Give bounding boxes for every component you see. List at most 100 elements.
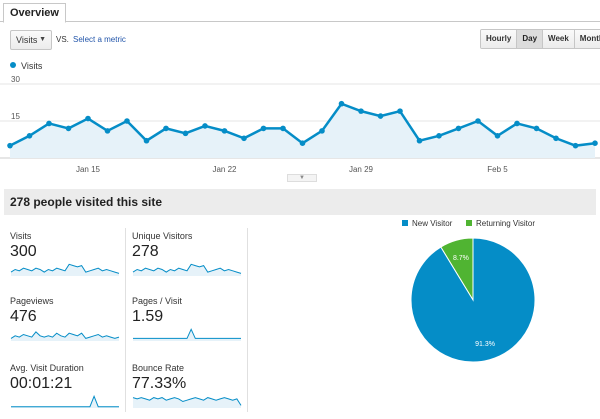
metric-label: Pageviews [10,296,54,306]
data-point[interactable] [7,142,13,149]
sparkline-line [10,331,120,339]
data-point[interactable] [104,128,111,134]
data-point[interactable] [202,123,208,129]
sparkline-area [133,264,241,276]
data-point[interactable] [572,142,579,149]
select-metric-link[interactable]: Select a metric [73,35,126,44]
metric-label: Pages / Visit [132,296,182,306]
metric-select-value: Visits [16,35,38,45]
metric-value: 300 [10,243,37,260]
x-tick-label: Feb 5 [487,165,508,174]
metric-cell: Bounce Rate 77.33% [132,363,250,419]
metric-label: Avg. Visit Duration [10,363,84,373]
data-point[interactable] [436,133,442,139]
sparkline [10,331,120,341]
pie-slice-label: 8.7% [453,255,469,262]
sparkline-area [133,329,241,341]
data-point[interactable] [241,135,247,142]
tab-overview[interactable]: Overview [3,3,66,23]
legend-swatch-icon [402,220,408,226]
pie-slice[interactable] [410,237,536,363]
metric-label: Bounce Rate [132,363,185,373]
sparkline-area [11,396,119,408]
sparkline-line [132,263,242,274]
data-point[interactable] [299,140,306,146]
visits-line-chart: 30 15 Jan 15 Jan 22 Jan 29 Feb 5 [0,75,600,174]
data-point[interactable] [143,137,150,144]
x-tick-label: Jan 15 [76,165,101,174]
summary-headline: 278 people visited this site [4,189,596,215]
metric-label: Visits [10,231,32,241]
chevron-down-icon: ▼ [39,36,46,43]
pie-legend-returning: Returning Visitor [466,219,535,228]
divider [247,228,248,412]
y-tick-label: 15 [11,112,20,121]
metric-value: 00:01:21 [10,375,73,392]
day-button[interactable]: Day [516,30,543,48]
month-button[interactable]: Month [573,30,600,48]
divider [125,228,126,412]
legend-swatch-icon [466,220,472,226]
x-tick-label: Jan 29 [349,165,374,174]
metric-label: Unique Visitors [132,231,193,241]
metric-cell: Visits 300 [10,231,128,287]
data-point[interactable] [85,115,91,122]
sparkline-line [133,328,241,339]
data-point[interactable] [397,108,403,114]
data-point[interactable] [475,118,481,124]
legend-label-visits: Visits [21,61,43,71]
sparkline-line [132,397,242,406]
chart-legend: Visits [10,61,42,71]
metric-cell: Avg. Visit Duration 00:01:21 [10,363,128,419]
data-point[interactable] [221,128,228,134]
data-point[interactable] [319,128,325,134]
data-point[interactable] [163,125,169,132]
data-point[interactable] [455,125,462,132]
data-point[interactable] [553,135,559,142]
y-tick-label: 30 [11,75,20,84]
metric-select[interactable]: Visits ▼ [10,30,52,50]
collapse-chart-handle[interactable]: ▼ [287,174,317,182]
data-point[interactable] [592,140,598,146]
data-point[interactable] [377,113,384,119]
x-tick-label: Jan 22 [212,165,237,174]
data-point[interactable] [46,120,52,127]
sparkline-area [11,264,119,276]
metric-cell: Pageviews 476 [10,296,128,352]
vs-label: VS. [56,35,69,44]
data-point[interactable] [533,125,540,132]
data-point[interactable] [26,133,33,139]
tab-bar: Overview [0,0,600,23]
data-point[interactable] [65,125,72,132]
metric-value: 1.59 [132,308,164,325]
data-point[interactable] [358,108,364,114]
data-point[interactable] [182,130,189,137]
sparkline-line [11,395,119,408]
sparkline [132,397,242,408]
granularity-toggle: Hourly Day Week Month [480,29,600,49]
sparkline [133,328,241,341]
data-point[interactable] [280,125,286,132]
data-point[interactable] [338,100,345,107]
legend-dot-icon [10,62,16,68]
metric-value: 278 [132,243,159,260]
data-point[interactable] [260,125,267,132]
data-point[interactable] [494,133,501,139]
pie-legend-label: Returning Visitor [476,219,535,228]
visits-area [10,103,595,158]
metric-value: 77.33% [132,375,187,392]
sparkline [132,263,242,276]
week-button[interactable]: Week [542,30,574,48]
metric-cell: Unique Visitors 278 [132,231,250,287]
data-point[interactable] [124,118,130,124]
hourly-button[interactable]: Hourly [481,30,517,48]
sparkline [11,395,119,408]
pie-legend-new: New Visitor [402,219,452,228]
data-point[interactable] [416,137,423,144]
sparkline-area [133,397,241,408]
metric-value: 476 [10,308,37,325]
sparkline-line [10,263,120,274]
data-point[interactable] [514,120,520,127]
visitor-type-pie-chart: 8.7% 91.3% [410,237,536,363]
pie-legend-label: New Visitor [412,219,453,228]
